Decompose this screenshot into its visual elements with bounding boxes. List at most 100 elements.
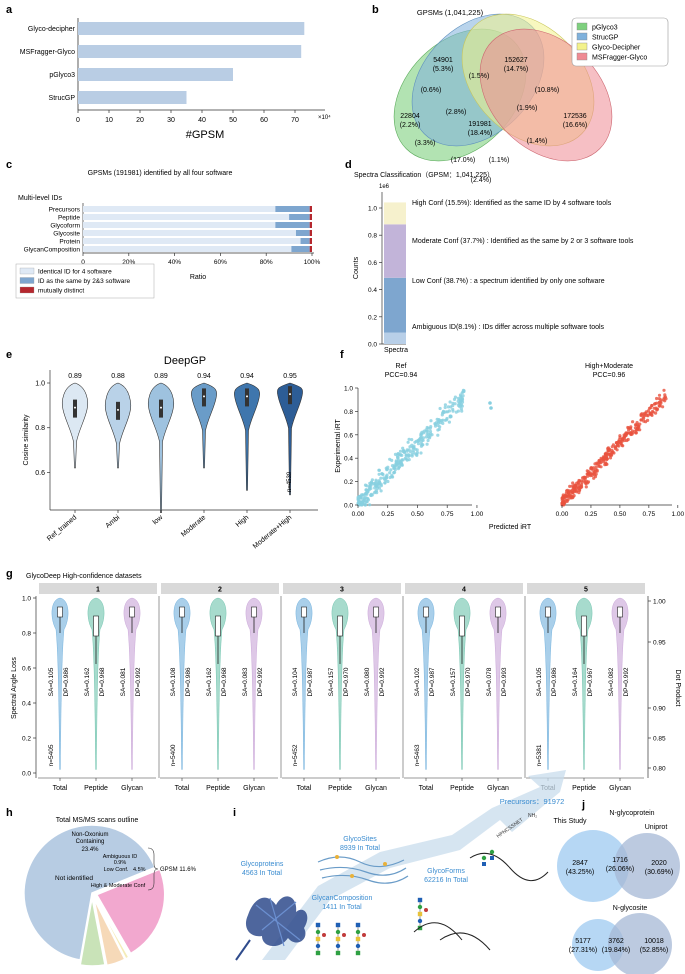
panel-f-point-0-318 [392, 471, 396, 475]
panel-f-xticklabel-0-0: 0.00 [352, 511, 365, 518]
panel-f-point-1-257 [599, 465, 603, 469]
panel-f-xticklabel-0-1: 0.25 [381, 511, 394, 518]
glycan-node-2-1 [355, 929, 361, 935]
panel-f-outlier-0 [488, 401, 492, 405]
panel-f-point-0-294 [400, 462, 404, 466]
panel-c-bar-0-2 [309, 206, 312, 212]
panel-f-point-1-219 [657, 401, 661, 405]
panel-f-point-0-296 [441, 410, 445, 414]
panel-g-dp-2-2: DP=0.992 [379, 667, 386, 696]
panel-d-ticklabel-0: 0.0 [368, 342, 377, 349]
panel-j-label: j [581, 799, 585, 811]
pie-slice-1 [95, 868, 166, 955]
panel-f-point-1-262 [589, 466, 593, 470]
panel-g-yticklabel-4: 0.8 [22, 631, 31, 638]
panel-f-point-1-120 [663, 393, 667, 397]
panel-g-violin-0-1 [87, 597, 105, 770]
panel-f-outlier-1 [489, 406, 493, 410]
panel-a-ticklabel-5: 50 [229, 117, 237, 124]
panel-g-yticklabel2-1: 0.85 [653, 736, 666, 743]
glycan-node-2-4 [355, 950, 361, 956]
panel-c-xlabel: Ratio [190, 274, 206, 281]
panel-f-point-0-214 [405, 449, 409, 453]
panel-f-point-0-301 [461, 394, 465, 398]
panel-f-point-0-125 [389, 468, 393, 472]
panel-g-ylabel2: Dot Product [674, 670, 681, 707]
panel-f-point-1-306 [607, 452, 611, 456]
venn2-mid-n: 3762 [608, 938, 624, 945]
panel-g-cat-1-1: Peptide [206, 785, 230, 792]
pie-label-ambi-pct: 0.9% [114, 860, 127, 866]
panel-c-bar-5-1 [291, 246, 310, 252]
precursor-glycan-1 [489, 849, 495, 855]
panel-f-point-1-329 [662, 388, 666, 392]
venn2-right-pct: (52.85%) [640, 947, 668, 954]
panel-f-point-1-213 [592, 471, 596, 475]
panel-f-point-1-322 [565, 489, 569, 493]
panel-e-median-1 [117, 408, 119, 411]
panel-f-point-0-110 [388, 475, 392, 480]
panel-f-point-0-238 [390, 464, 395, 468]
panel-f-point-0-178 [436, 428, 440, 432]
panel-g-yticklabel2-0: 0.80 [653, 766, 666, 773]
panel-f-point-0-229 [377, 472, 381, 476]
glycan-fuc-3 [424, 908, 428, 912]
panel-g-strip-label-4: 5 [584, 587, 588, 594]
panel-f-point-0-272 [360, 493, 364, 497]
panel-i-label: i [233, 807, 236, 819]
panel-f-point-0-314 [385, 467, 389, 471]
panel-g-n-0: n=5405 [48, 744, 55, 766]
panel-g-cat-2-2: Glycan [365, 785, 387, 792]
panel-g-box-2-2 [373, 606, 379, 618]
panel-f-point-0-179 [456, 403, 460, 407]
panel-f-point-1-16 [661, 405, 665, 409]
panel-f-point-0-317 [460, 396, 464, 400]
glycoforms-label: GlycoForms [427, 868, 465, 875]
panel-f-point-0-266 [363, 503, 367, 507]
panel-g-strip-2 [283, 583, 401, 594]
pie-label-ambi: Ambiguous ID [103, 854, 138, 860]
venn-region-5: 22804 [400, 113, 420, 120]
venn-region-0-pct: (5.3%) [433, 66, 454, 73]
panel-f-point-1-294 [651, 410, 655, 414]
panel-f-xticklabel-1-1: 0.25 [585, 511, 598, 518]
panel-f-point-0-184 [415, 453, 419, 457]
panel-g-strip-label-3: 4 [462, 587, 466, 594]
panel-c-legend-swatch-0 [19, 267, 35, 275]
panel-f-point-0-217 [375, 488, 379, 493]
panel-f-point-1-244 [621, 436, 625, 440]
panel-g-dp-4-2: DP=0.992 [623, 667, 630, 696]
panel-a-xlabel: #GPSM [186, 129, 225, 141]
panel-c-cat-5: GlycanComposition [24, 247, 81, 254]
panel-g-yticklabel2-3: 0.95 [653, 640, 666, 647]
panel-e-medlabel-5: 0.95 [283, 373, 297, 380]
panel-a-bar-0 [78, 22, 305, 35]
panel-f-point-0-223 [448, 414, 453, 418]
panel-f-point-1-292 [568, 496, 572, 500]
panel-g-violin-4-0 [539, 597, 557, 770]
panel-g-cat-0-0: Total [53, 785, 68, 792]
panel-i-arrow [262, 770, 566, 960]
panel-f-point-1-264 [576, 486, 581, 490]
panel-e-cat-0: Ref_trained [46, 514, 78, 543]
panel-e-cat-1: Ambi [105, 514, 122, 530]
panel-g-box-4-2 [617, 606, 623, 618]
panel-d-annotation-1: Moderate Conf (37.7%) : Identified as th… [412, 238, 634, 245]
precursors-label: Precursors：91972 [500, 797, 565, 806]
glycan-node-3-0 [417, 897, 423, 903]
panel-g-dp-1-2: DP=0.992 [257, 667, 264, 696]
panel-f-point-1-283 [650, 404, 654, 408]
panel-d-ticklabel-2: 0.4 [368, 287, 377, 294]
panel-g-dp-4-0: DP=0.986 [551, 667, 558, 696]
panel-g-box-3-1 [459, 615, 465, 637]
panel-e-median-0 [74, 406, 76, 409]
panel-f-point-1-325 [643, 414, 647, 418]
panel-a-ticklabel-3: 30 [167, 117, 175, 124]
panel-f-point-1-162 [572, 494, 576, 498]
panel-c-legend-swatch-1 [19, 277, 35, 284]
panel-g-cat-4-1: Peptide [572, 785, 596, 792]
glycan-node-1-3 [335, 943, 341, 949]
panel-f-point-0-311 [438, 419, 442, 423]
panel-c-bar-4-2 [309, 238, 312, 244]
panel-g-n-1: n=5400 [170, 744, 177, 766]
